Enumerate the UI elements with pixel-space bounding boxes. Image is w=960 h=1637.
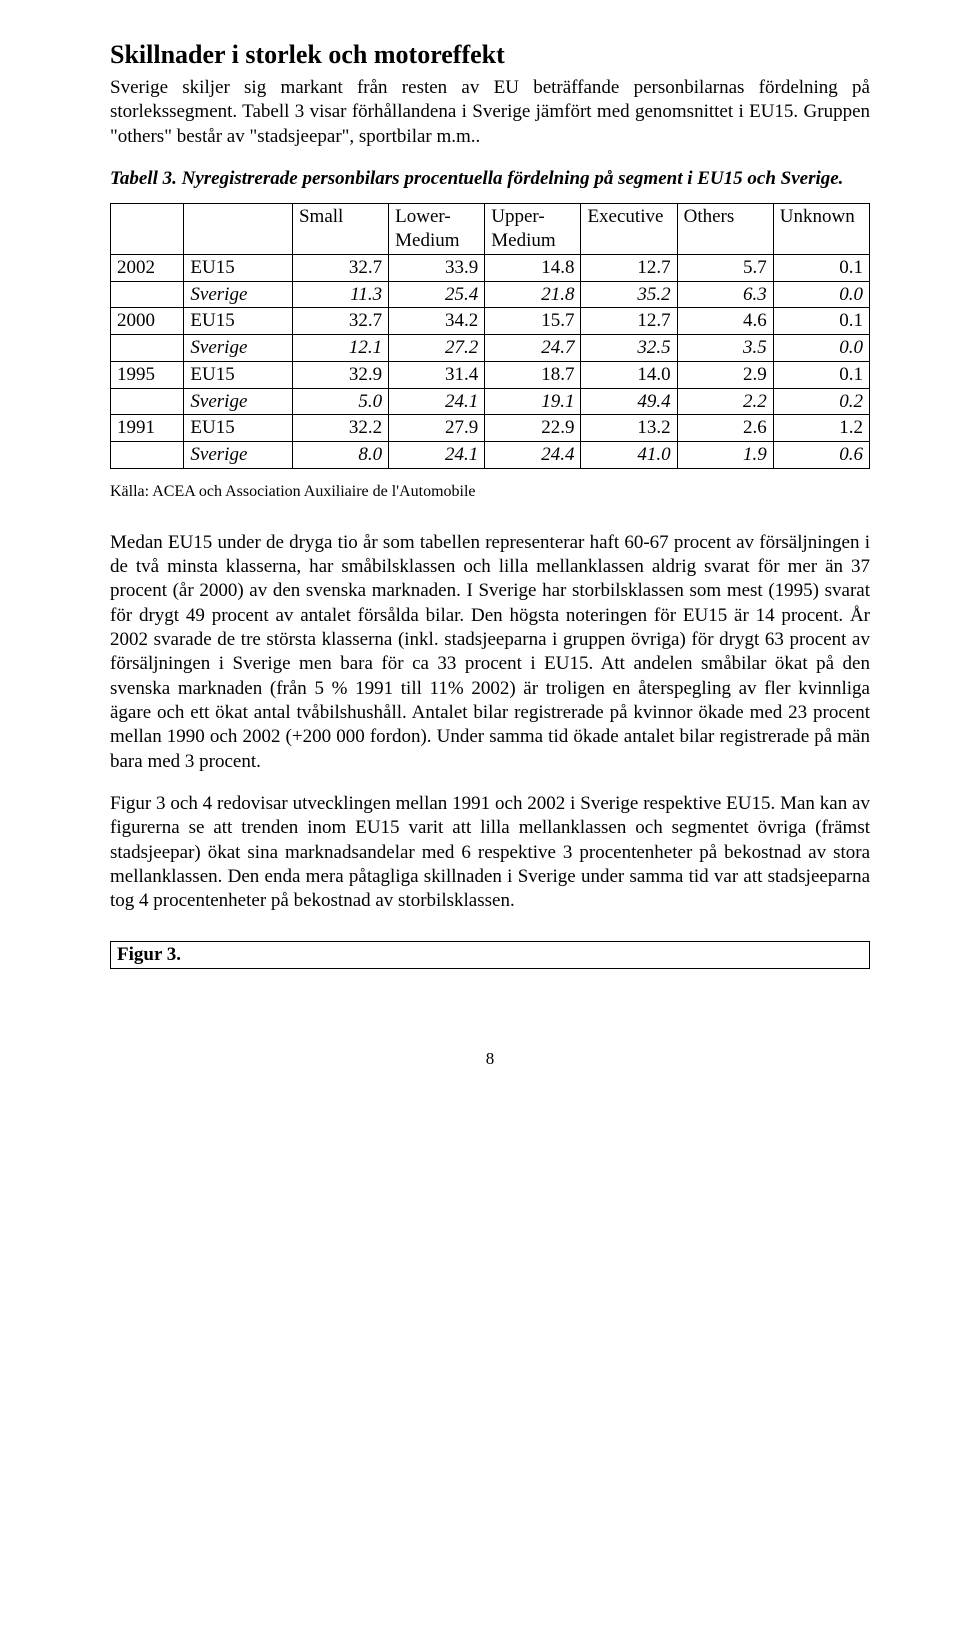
cell-value: 12.7 — [581, 308, 677, 335]
cell-value: 2.6 — [677, 415, 773, 442]
cell-label: EU15 — [184, 361, 293, 388]
col-unknown: Unknown — [773, 204, 869, 255]
cell-value: 33.9 — [389, 254, 485, 281]
cell-value: 32.9 — [292, 361, 388, 388]
cell-value: 18.7 — [485, 361, 581, 388]
col-upper-medium: Upper-Medium — [485, 204, 581, 255]
cell-value: 19.1 — [485, 388, 581, 415]
cell-value: 13.2 — [581, 415, 677, 442]
cell-value: 1.2 — [773, 415, 869, 442]
table-row: Sverige11.325.421.835.26.30.0 — [111, 281, 870, 308]
cell-value: 14.8 — [485, 254, 581, 281]
cell-label: EU15 — [184, 254, 293, 281]
cell-value: 0.0 — [773, 335, 869, 362]
cell-value: 12.1 — [292, 335, 388, 362]
cell-value: 0.2 — [773, 388, 869, 415]
col-others: Others — [677, 204, 773, 255]
cell-value: 0.1 — [773, 361, 869, 388]
cell-value: 24.1 — [389, 442, 485, 469]
table-head: Small Lower-Medium Upper-Medium Executiv… — [111, 204, 870, 255]
cell-value: 5.0 — [292, 388, 388, 415]
cell-value: 8.0 — [292, 442, 388, 469]
table-row: 1995EU1532.931.418.714.02.90.1 — [111, 361, 870, 388]
cell-value: 11.3 — [292, 281, 388, 308]
table-body: 2002EU1532.733.914.812.75.70.1Sverige11.… — [111, 254, 870, 468]
cell-value: 34.2 — [389, 308, 485, 335]
table-title: Tabell 3. Nyregistrerade personbilars pr… — [110, 167, 870, 191]
section-heading: Skillnader i storlek och motoreffekt — [110, 40, 870, 70]
cell-value: 4.6 — [677, 308, 773, 335]
cell-year — [111, 388, 184, 415]
document-page: Skillnader i storlek och motoreffekt Sve… — [0, 0, 960, 1109]
intro-paragraph: Sverige skiljer sig markant från resten … — [110, 76, 870, 149]
cell-value: 0.1 — [773, 308, 869, 335]
col-executive: Executive — [581, 204, 677, 255]
cell-label: Sverige — [184, 281, 293, 308]
table-row: Sverige5.024.119.149.42.20.2 — [111, 388, 870, 415]
cell-value: 24.4 — [485, 442, 581, 469]
cell-value: 35.2 — [581, 281, 677, 308]
cell-year — [111, 281, 184, 308]
cell-label: EU15 — [184, 415, 293, 442]
cell-label: Sverige — [184, 335, 293, 362]
cell-value: 2.9 — [677, 361, 773, 388]
col-blank-2 — [184, 204, 293, 255]
table-row: Sverige12.127.224.732.53.50.0 — [111, 335, 870, 362]
cell-year: 1995 — [111, 361, 184, 388]
figure-label: Figur 3. — [110, 941, 870, 969]
cell-value: 27.2 — [389, 335, 485, 362]
cell-value: 32.2 — [292, 415, 388, 442]
cell-value: 25.4 — [389, 281, 485, 308]
analysis-paragraph-1: Medan EU15 under de dryga tio år som tab… — [110, 531, 870, 774]
cell-value: 0.0 — [773, 281, 869, 308]
cell-label: Sverige — [184, 388, 293, 415]
cell-value: 0.6 — [773, 442, 869, 469]
cell-value: 3.5 — [677, 335, 773, 362]
cell-value: 24.1 — [389, 388, 485, 415]
cell-value: 14.0 — [581, 361, 677, 388]
cell-year — [111, 335, 184, 362]
cell-value: 49.4 — [581, 388, 677, 415]
table-row: 2002EU1532.733.914.812.75.70.1 — [111, 254, 870, 281]
cell-value: 2.2 — [677, 388, 773, 415]
analysis-paragraph-2: Figur 3 och 4 redovisar utvecklingen mel… — [110, 792, 870, 914]
cell-value: 32.7 — [292, 254, 388, 281]
table-source: Källa: ACEA och Association Auxiliaire d… — [110, 483, 870, 501]
cell-value: 15.7 — [485, 308, 581, 335]
page-number: 8 — [110, 1049, 870, 1069]
cell-value: 32.7 — [292, 308, 388, 335]
table-row: 2000EU1532.734.215.712.74.60.1 — [111, 308, 870, 335]
cell-year: 1991 — [111, 415, 184, 442]
cell-value: 31.4 — [389, 361, 485, 388]
col-small: Small — [292, 204, 388, 255]
cell-label: EU15 — [184, 308, 293, 335]
cell-value: 12.7 — [581, 254, 677, 281]
cell-year — [111, 442, 184, 469]
cell-year: 2000 — [111, 308, 184, 335]
cell-year: 2002 — [111, 254, 184, 281]
col-lower-medium: Lower-Medium — [389, 204, 485, 255]
cell-value: 5.7 — [677, 254, 773, 281]
cell-label: Sverige — [184, 442, 293, 469]
table-row: Sverige8.024.124.441.01.90.6 — [111, 442, 870, 469]
cell-value: 24.7 — [485, 335, 581, 362]
cell-value: 41.0 — [581, 442, 677, 469]
cell-value: 32.5 — [581, 335, 677, 362]
data-table: Small Lower-Medium Upper-Medium Executiv… — [110, 203, 870, 469]
cell-value: 21.8 — [485, 281, 581, 308]
cell-value: 6.3 — [677, 281, 773, 308]
cell-value: 1.9 — [677, 442, 773, 469]
col-blank-1 — [111, 204, 184, 255]
cell-value: 22.9 — [485, 415, 581, 442]
table-row: 1991EU1532.227.922.913.22.61.2 — [111, 415, 870, 442]
cell-value: 27.9 — [389, 415, 485, 442]
cell-value: 0.1 — [773, 254, 869, 281]
